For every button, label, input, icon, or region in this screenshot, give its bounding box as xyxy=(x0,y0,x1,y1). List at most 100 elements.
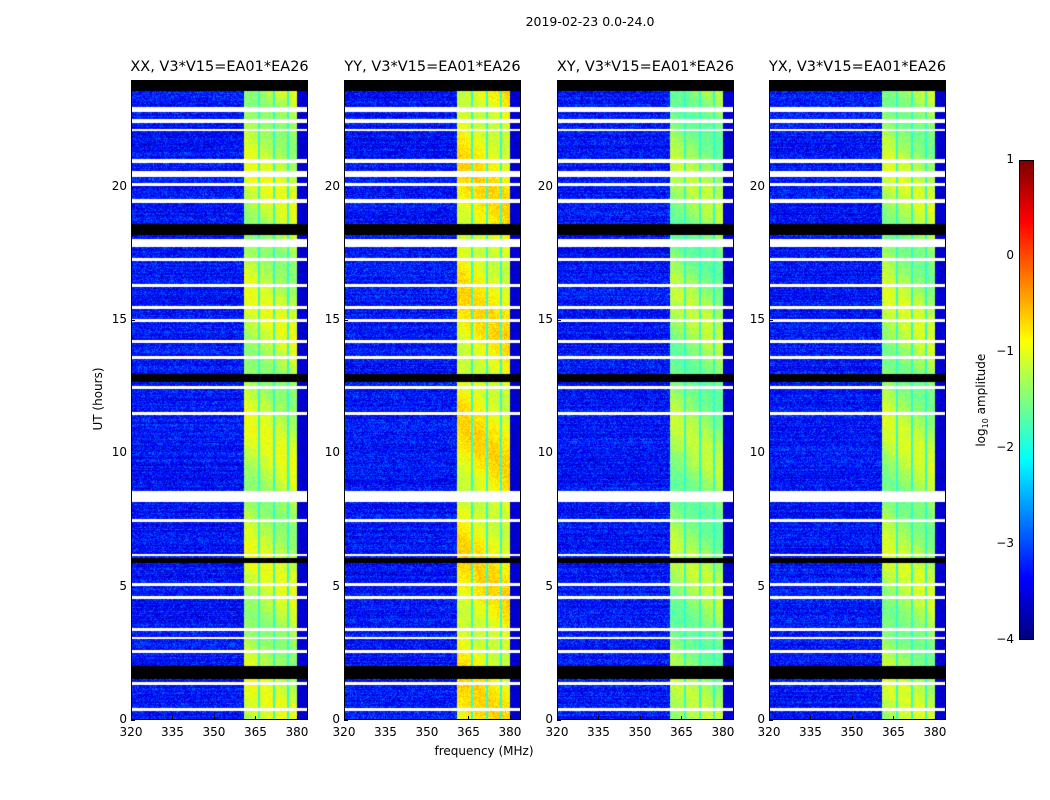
x-tick-mark xyxy=(385,716,387,720)
x-tick-mark xyxy=(172,716,174,720)
y-tick-mark xyxy=(344,720,348,721)
panel-title: XY, V3*V15=EA01*EA26 xyxy=(556,59,735,75)
x-tick-label: 380 xyxy=(711,725,735,739)
colorbar-tick-label: 1 xyxy=(1006,152,1014,166)
heatmap xyxy=(344,80,521,720)
x-tick-mark xyxy=(810,716,812,720)
y-tick-mark xyxy=(769,720,773,721)
x-tick-mark xyxy=(639,716,641,720)
y-tick-mark xyxy=(557,453,561,455)
y-tick-mark xyxy=(557,320,561,321)
colorbar-tick-label: 0 xyxy=(1006,248,1014,262)
x-tick-mark xyxy=(769,716,770,720)
y-tick-label: 15 xyxy=(537,312,553,326)
y-tick-label: 10 xyxy=(324,445,340,460)
panel-3: XY, V3*V15=EA01*EA26 xyxy=(557,59,734,720)
colorbar-tick-label: −2 xyxy=(996,440,1014,454)
x-tick-label: 365 xyxy=(457,725,480,739)
y-tick-label: 5 xyxy=(545,578,553,593)
y-tick-label: 5 xyxy=(757,578,765,593)
y-tick-mark xyxy=(557,720,561,721)
y-tick-mark xyxy=(131,320,135,321)
x-tick-mark xyxy=(296,716,298,720)
colorbar xyxy=(1019,160,1034,640)
x-tick-label: 350 xyxy=(628,725,652,739)
y-axis-label: UT (hours) xyxy=(91,367,105,431)
x-tick-mark xyxy=(722,716,724,720)
y-tick-mark xyxy=(131,586,135,588)
y-tick-mark xyxy=(344,186,348,188)
x-tick-label: 335 xyxy=(587,725,610,739)
x-tick-label: 365 xyxy=(882,725,905,739)
y-tick-label: 0 xyxy=(757,712,765,726)
colorbar-label: log10 amplitude xyxy=(973,353,991,447)
y-tick-label: 20 xyxy=(111,178,127,193)
x-tick-label: 365 xyxy=(670,725,693,739)
x-tick-label: 335 xyxy=(161,725,184,739)
x-tick-label: 380 xyxy=(923,725,947,739)
colorbar-tick-label: −4 xyxy=(996,632,1014,646)
x-tick-label: 380 xyxy=(285,725,309,739)
x-axis-label: frequency (MHz) xyxy=(434,744,534,758)
y-tick-label: 15 xyxy=(749,312,765,326)
y-tick-mark xyxy=(344,586,348,588)
x-tick-mark xyxy=(426,716,428,720)
panel-title: XX, V3*V15=EA01*EA26 xyxy=(130,59,309,75)
y-tick-label: 15 xyxy=(111,312,127,326)
x-tick-mark xyxy=(598,716,600,720)
y-tick-mark xyxy=(557,586,561,588)
x-tick-mark xyxy=(934,716,936,720)
x-tick-label: 380 xyxy=(498,725,522,739)
y-tick-label: 0 xyxy=(545,712,553,726)
y-tick-label: 10 xyxy=(111,445,127,460)
y-tick-mark xyxy=(769,586,773,588)
x-tick-label: 350 xyxy=(415,725,439,739)
y-tick-label: 10 xyxy=(537,445,553,460)
heatmap xyxy=(557,80,734,720)
y-tick-mark xyxy=(557,186,561,188)
panel-title: YY, V3*V15=EA01*EA26 xyxy=(344,59,521,75)
y-tick-label: 20 xyxy=(324,178,340,193)
y-tick-mark xyxy=(769,320,773,321)
x-tick-label: 350 xyxy=(840,725,864,739)
x-tick-label: 320 xyxy=(119,725,143,739)
x-tick-mark xyxy=(893,716,895,720)
y-tick-mark xyxy=(131,453,135,455)
x-tick-mark xyxy=(468,716,470,720)
x-tick-mark xyxy=(509,716,511,720)
x-tick-mark xyxy=(851,716,853,720)
x-tick-label: 320 xyxy=(545,725,569,739)
y-tick-mark xyxy=(344,320,348,321)
x-tick-label: 320 xyxy=(332,725,356,739)
y-tick-label: 20 xyxy=(749,178,765,193)
x-tick-label: 365 xyxy=(244,725,267,739)
x-tick-mark xyxy=(213,716,215,720)
colorbar-tick-label: −3 xyxy=(996,536,1014,550)
y-tick-label: 15 xyxy=(324,312,340,326)
x-tick-label: 335 xyxy=(799,725,822,739)
y-tick-label: 5 xyxy=(332,578,340,593)
y-tick-label: 0 xyxy=(332,712,340,726)
panel-4: YX, V3*V15=EA01*EA26 xyxy=(769,59,946,720)
x-tick-label: 335 xyxy=(374,725,397,739)
y-tick-mark xyxy=(769,186,773,188)
y-tick-label: 10 xyxy=(749,445,765,460)
y-tick-mark xyxy=(131,720,135,721)
y-tick-label: 20 xyxy=(537,178,553,193)
x-tick-label: 350 xyxy=(202,725,226,739)
y-tick-mark xyxy=(344,453,348,455)
heatmap xyxy=(769,80,946,720)
panel-title: YX, V3*V15=EA01*EA26 xyxy=(768,59,947,75)
x-tick-mark xyxy=(681,716,683,720)
y-tick-mark xyxy=(131,186,135,188)
panel-2: YY, V3*V15=EA01*EA26 xyxy=(344,59,521,720)
y-tick-label: 0 xyxy=(119,712,127,726)
x-tick-mark xyxy=(255,716,257,720)
x-tick-mark xyxy=(131,716,132,720)
x-tick-label: 320 xyxy=(757,725,781,739)
x-tick-mark xyxy=(557,716,558,720)
colorbar-tick-label: −1 xyxy=(996,344,1014,358)
heatmap xyxy=(131,80,308,720)
y-tick-mark xyxy=(769,453,773,455)
